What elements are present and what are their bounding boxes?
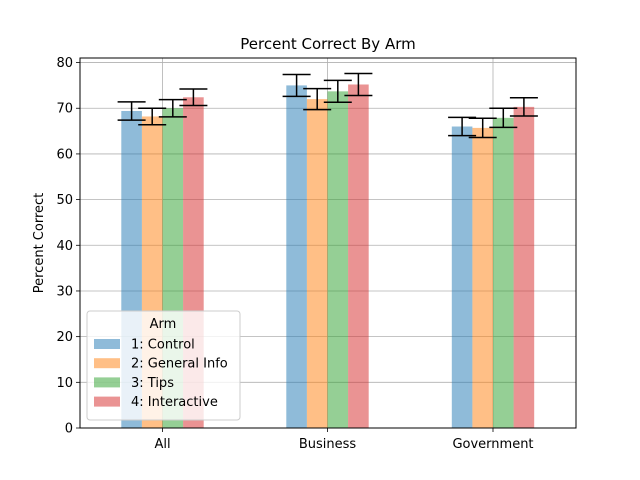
- x-tick-label: All: [154, 437, 170, 452]
- y-tick-label: 10: [56, 376, 73, 391]
- x-tick-label: Government: [452, 437, 533, 452]
- legend-frame: [86, 310, 241, 421]
- y-tick-label: 20: [56, 330, 73, 345]
- y-axis-label: Percent Correct: [32, 193, 47, 294]
- legend-label: 4: Interactive: [131, 395, 218, 410]
- bar: [306, 99, 328, 428]
- legend: Arm 1: Control 2: General Info 3: Tips 4: I…: [86, 310, 241, 421]
- legend-label: 3: Tips: [131, 376, 174, 391]
- chart-title: Percent Correct By Arm: [240, 35, 415, 53]
- y-tick-label: 70: [56, 102, 73, 117]
- y-tick-label: 80: [56, 56, 73, 71]
- y-tick-label: 0: [65, 422, 73, 437]
- x-tick-label: Business: [299, 437, 357, 452]
- bar: [451, 126, 473, 428]
- legend-label: 2: General Info: [131, 357, 228, 372]
- bar: [348, 84, 369, 428]
- legend-swatch: [94, 339, 120, 349]
- bar: [327, 91, 349, 429]
- legend-swatch: [94, 358, 120, 369]
- y-tick-label: 40: [56, 239, 73, 254]
- bar: [286, 85, 307, 428]
- y-tick-label: 30: [56, 284, 73, 299]
- legend-title: Arm: [150, 317, 177, 332]
- bar: [513, 106, 535, 429]
- bar: [493, 117, 514, 428]
- bar: [472, 127, 493, 428]
- y-tick-label: 50: [56, 193, 73, 208]
- x-axis-ticks: All Business Government: [154, 428, 534, 452]
- y-tick-label: 60: [56, 147, 73, 162]
- error-bars: [117, 72, 538, 139]
- legend-swatch: [94, 377, 120, 388]
- legend-swatch: [94, 396, 120, 407]
- y-axis-ticks: 0 10 20 30 40 50 60 70 80: [56, 56, 80, 437]
- legend-label: 1: Control: [131, 338, 195, 353]
- plot-frame: [79, 57, 577, 429]
